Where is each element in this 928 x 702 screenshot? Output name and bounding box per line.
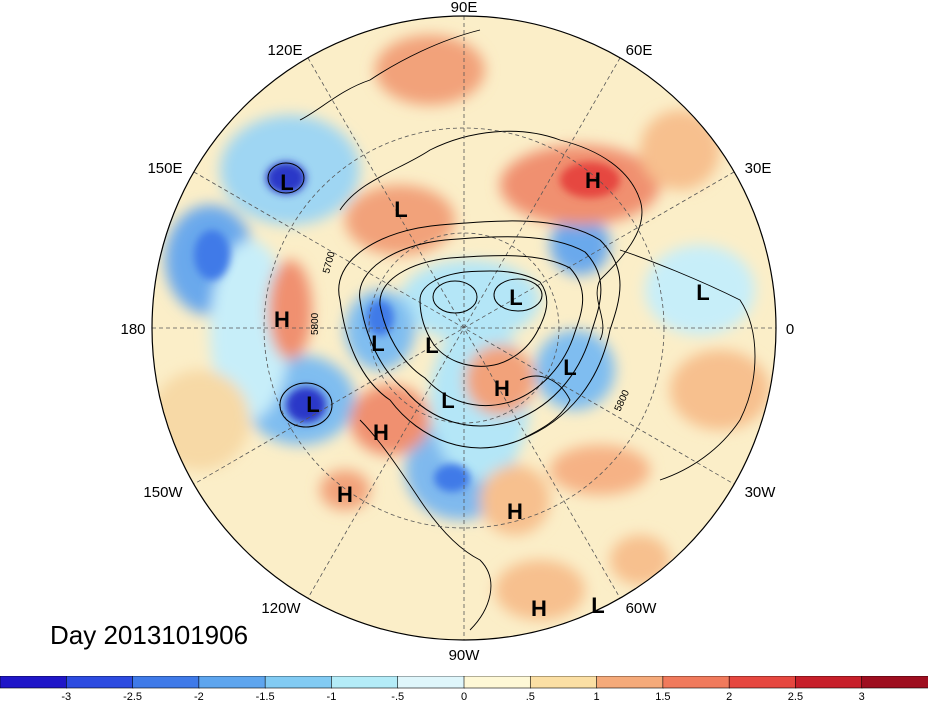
high-center: H xyxy=(494,376,510,401)
colorbar-tick-label: -1 xyxy=(327,691,337,702)
colorbar-tick-label: -2 xyxy=(194,691,204,702)
high-center: H xyxy=(337,482,353,507)
colorbar-tick-label: 2.5 xyxy=(788,691,803,702)
low-center: L xyxy=(591,593,604,618)
lon-label-60e: 60E xyxy=(626,42,653,59)
date-title: Day 2013101906 xyxy=(50,620,249,650)
height-contours xyxy=(267,162,621,449)
lon-label-30e: 30E xyxy=(745,160,772,177)
colorbar-ticks: -3 -2.5 -2 -1.5 -1 -.5 0 .5 1 1.5 2 2.5 3 xyxy=(61,691,864,702)
graticule xyxy=(152,16,776,640)
low-center: L xyxy=(371,331,384,356)
colorbar-box xyxy=(596,676,664,689)
colorbar-box xyxy=(728,676,797,689)
colorbar-box xyxy=(861,676,928,689)
colorbar-boxes xyxy=(0,676,928,689)
anomaly-shading xyxy=(152,16,776,640)
high-center: H xyxy=(274,307,290,332)
low-center: L xyxy=(425,333,438,358)
colorbar-tick-label: -3 xyxy=(61,691,71,702)
colorbar-box xyxy=(397,676,465,689)
lon-label-150w: 150W xyxy=(143,484,183,501)
lon-label-60w: 60W xyxy=(626,600,658,617)
contour-label: 5800 xyxy=(310,312,321,335)
lon-label-180: 180 xyxy=(120,321,145,338)
lon-label-0: 0 xyxy=(786,321,794,338)
longitude-labels: 90E 60E 30E 0 30W 60W 90W 120W 150W 180 … xyxy=(120,0,794,664)
low-center: L xyxy=(280,170,293,195)
colorbar: -3 -2.5 -2 -1.5 -1 -.5 0 .5 1 1.5 2 2.5 3 xyxy=(0,676,928,702)
high-center: H xyxy=(585,168,601,193)
colorbar-box xyxy=(198,676,266,689)
lon-label-120e: 120E xyxy=(267,42,302,59)
low-center: L xyxy=(563,355,576,380)
high-center: H xyxy=(531,596,547,621)
colorbar-tick-label: -.5 xyxy=(391,691,404,702)
colorbar-tick-label: 3 xyxy=(859,691,865,702)
colorbar-tick-label: -1.5 xyxy=(256,691,275,702)
colorbar-tick-label: 1.5 xyxy=(655,691,670,702)
colorbar-box xyxy=(529,676,598,689)
high-center: H xyxy=(373,420,389,445)
colorbar-tick-label: .5 xyxy=(526,691,535,702)
lon-label-120w: 120W xyxy=(261,600,301,617)
colorbar-box xyxy=(264,676,333,689)
low-center: L xyxy=(441,388,454,413)
lon-label-30w: 30W xyxy=(745,484,777,501)
colorbar-box xyxy=(463,676,532,689)
lon-label-90w: 90W xyxy=(449,647,481,664)
lon-label-90e: 90E xyxy=(451,0,478,16)
colorbar-box xyxy=(65,676,134,689)
colorbar-tick-label: 1 xyxy=(594,691,600,702)
colorbar-tick-label: 2 xyxy=(726,691,732,702)
lon-label-150e: 150E xyxy=(147,160,182,177)
low-center: L xyxy=(696,280,709,305)
map-border xyxy=(151,15,777,641)
pressure-centers: L L L L L L L L L L H H H H H H H H xyxy=(274,168,710,621)
low-center: L xyxy=(394,197,407,222)
colorbar-box xyxy=(331,676,399,689)
low-center: L xyxy=(306,392,319,417)
colorbar-box xyxy=(0,676,68,689)
colorbar-box xyxy=(795,676,863,689)
high-center: H xyxy=(507,499,523,524)
colorbar-box xyxy=(132,676,200,689)
colorbar-box xyxy=(662,676,730,689)
low-center: L xyxy=(509,285,522,310)
colorbar-tick-label: 0 xyxy=(461,691,467,702)
colorbar-tick-label: -2.5 xyxy=(123,691,142,702)
